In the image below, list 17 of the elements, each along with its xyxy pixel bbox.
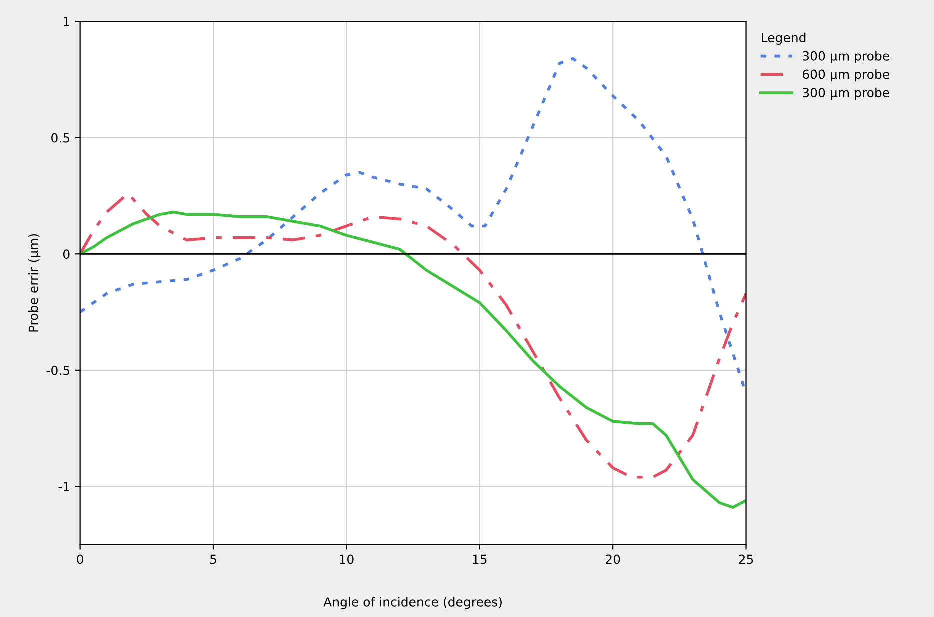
x-tick-label: 15 bbox=[473, 554, 487, 564]
x-tick-label: 25 bbox=[739, 554, 754, 564]
x-tick-label: 0 bbox=[77, 554, 84, 564]
y-tick-label: 1 bbox=[64, 17, 70, 26]
legend-label: 300 µm probe bbox=[803, 51, 890, 64]
legend-label: 300 µm probe bbox=[803, 88, 890, 100]
x-axis-title: Angle of incidence (degrees) bbox=[324, 597, 502, 610]
y-tick-label: -1 bbox=[58, 482, 70, 492]
x-tick-label: 5 bbox=[210, 554, 216, 564]
y-axis-title: Probe errir (µm) bbox=[28, 234, 41, 332]
y-tick-label: 0.5 bbox=[52, 133, 70, 143]
x-tick-label: 20 bbox=[606, 554, 620, 564]
y-tick-label: -0.5 bbox=[46, 366, 70, 376]
x-tick-label: 10 bbox=[340, 554, 354, 564]
legend-title: Legend bbox=[762, 32, 806, 45]
y-tick-label: 0 bbox=[63, 250, 70, 260]
legend-label: 600 µm probe bbox=[802, 70, 890, 82]
